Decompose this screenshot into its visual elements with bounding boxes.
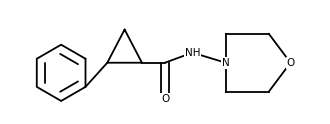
Text: N: N (222, 58, 229, 68)
Text: O: O (286, 58, 295, 68)
Text: O: O (161, 94, 169, 104)
Text: NH: NH (185, 48, 200, 58)
